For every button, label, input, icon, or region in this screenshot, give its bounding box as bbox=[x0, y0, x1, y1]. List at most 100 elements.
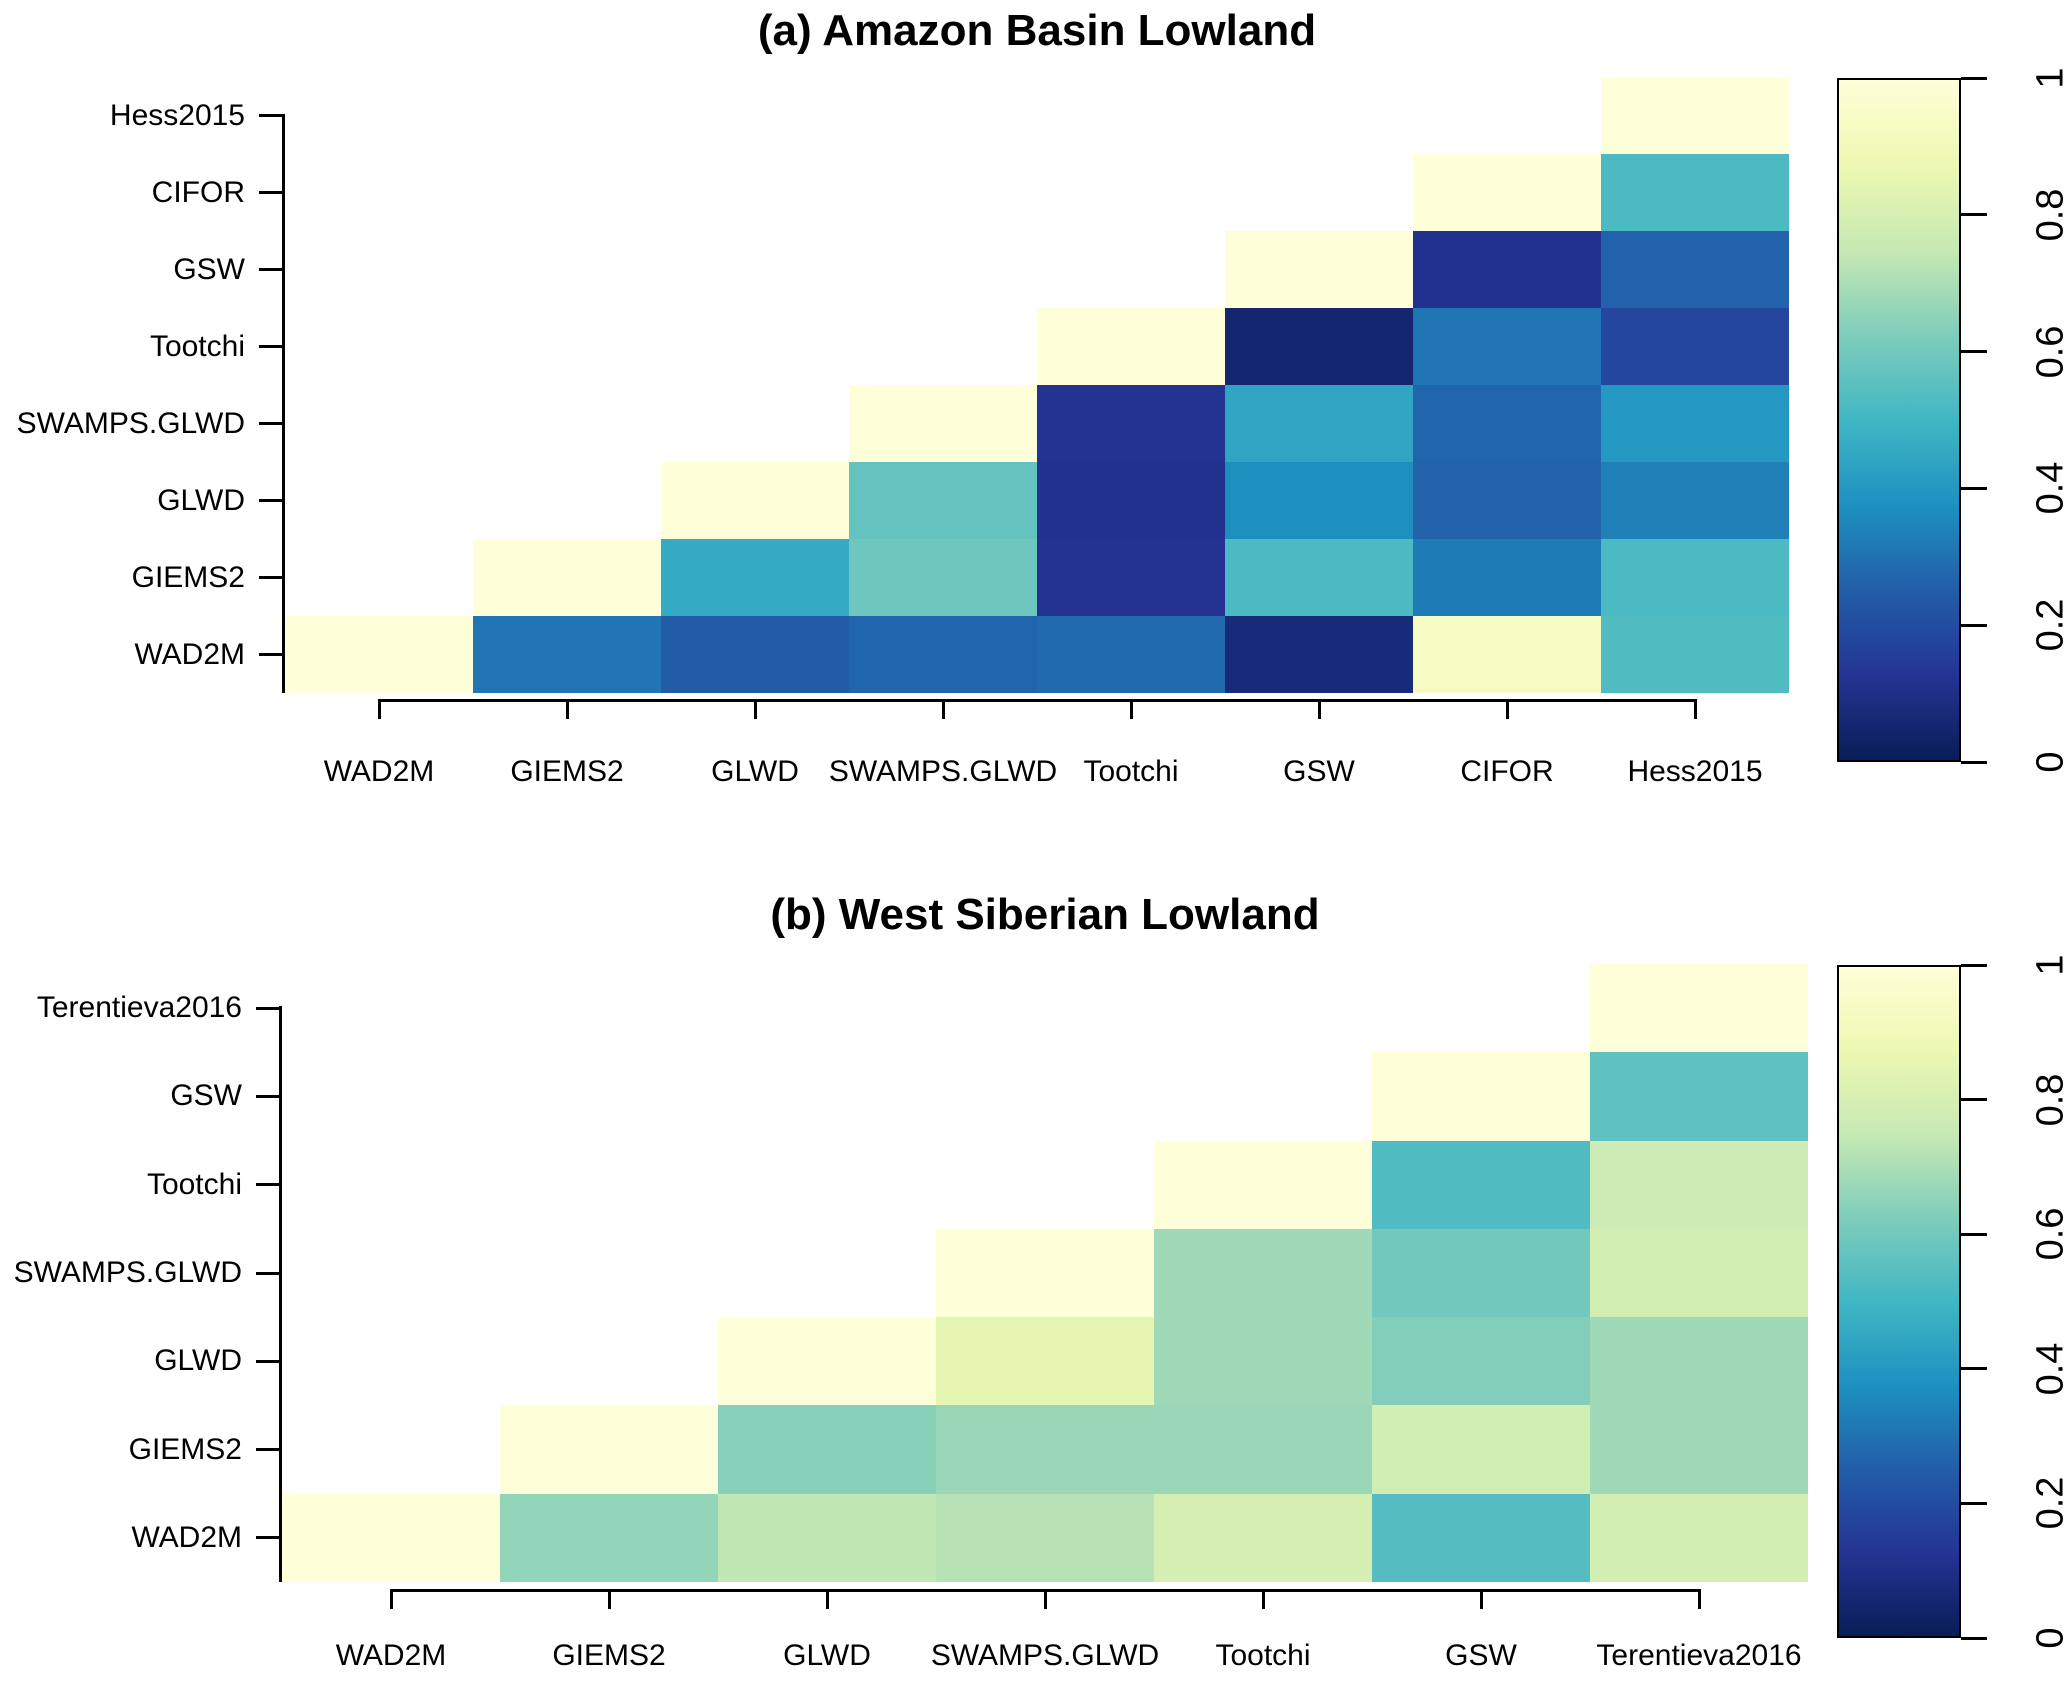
colorbar-tick-label-1: 1 bbox=[2030, 954, 2067, 975]
heatmap-cell-GSW-x-SWAMPS.GLWD bbox=[936, 1052, 1154, 1140]
y-axis-label-SWAMPS.GLWD: SWAMPS.GLWD bbox=[16, 406, 245, 440]
heatmap-cell-WAD2M-x-Tootchi bbox=[1037, 616, 1225, 693]
heatmap-cell-Tootchi-x-GLWD bbox=[718, 1141, 936, 1229]
x-tick-Tootchi bbox=[1129, 699, 1133, 719]
y-axis-label-CIFOR: CIFOR bbox=[151, 175, 245, 209]
y-tick-SWAMPS.GLWD bbox=[256, 1271, 282, 1275]
colorbar-tick-label-0.2: 0.2 bbox=[2029, 1476, 2067, 1530]
y-axis-label-GIEMS2: GIEMS2 bbox=[131, 560, 245, 594]
panel-b-title: (b) West Siberian Lowland bbox=[770, 890, 1320, 939]
heatmap-cell-GSW-x-Terentieva2016 bbox=[1590, 1052, 1808, 1141]
y-axis-label-WAD2M: WAD2M bbox=[134, 637, 245, 671]
heatmap-cell-WAD2M-x-Hess2015 bbox=[1601, 616, 1789, 693]
y-axis-line bbox=[282, 113, 285, 693]
y-tick-Terentieva2016 bbox=[256, 1006, 282, 1010]
x-tick-Hess2015 bbox=[1693, 699, 1697, 719]
x-tick-GSW bbox=[1479, 1589, 1483, 1609]
x-axis-label-GIEMS2: GIEMS2 bbox=[552, 1639, 666, 1672]
heatmap-cell-GIEMS2-x-GIEMS2 bbox=[473, 539, 661, 616]
x-axis-label-WAD2M: WAD2M bbox=[335, 1639, 447, 1672]
heatmap-cell-WAD2M-x-Tootchi bbox=[1154, 1493, 1372, 1583]
heatmap-cell-GLWD-x-SWAMPS.GLWD bbox=[936, 1317, 1154, 1406]
heatmap-cell-GSW-x-GSW bbox=[1225, 231, 1413, 308]
heatmap-cell-GIEMS2-x-SWAMPS.GLWD bbox=[849, 539, 1037, 616]
heatmap-cell-GSW-x-Hess2015 bbox=[1601, 231, 1789, 308]
x-axis-label-CIFOR: CIFOR bbox=[1460, 755, 1554, 788]
colorbar bbox=[1837, 78, 1961, 762]
heatmap-cell-WAD2M-x-WAD2M bbox=[285, 616, 473, 693]
x-tick-GIEMS2 bbox=[607, 1589, 611, 1609]
heatmap-cell-GLWD-x-GLWD bbox=[661, 462, 849, 539]
heatmap-cell-Hess2015-x-Hess2015 bbox=[1601, 77, 1789, 154]
y-tick-Tootchi bbox=[256, 1183, 282, 1187]
y-tick-WAD2M bbox=[256, 1536, 282, 1540]
heatmap-cell-GIEMS2-x-CIFOR bbox=[1413, 539, 1601, 616]
heatmap-cell-SWAMPS.GLWD-x-GIEMS2 bbox=[500, 1229, 718, 1317]
colorbar-tick-0.2 bbox=[1961, 623, 1987, 627]
y-tick-Hess2015 bbox=[259, 114, 285, 117]
colorbar-tick-0.8 bbox=[1961, 213, 1987, 217]
colorbar-tick-0.6 bbox=[1961, 1232, 1987, 1236]
heatmap-cell-Terentieva2016-x-Tootchi bbox=[1154, 964, 1372, 1052]
y-axis-label-WAD2M: WAD2M bbox=[131, 1520, 242, 1554]
heatmap-cell-WAD2M-x-GLWD bbox=[661, 616, 849, 693]
heatmap-cell-Terentieva2016-x-WAD2M bbox=[282, 964, 500, 1052]
x-axis-label-Tootchi: Tootchi bbox=[1215, 1639, 1311, 1672]
heatmap-cell-GLWD-x-WAD2M bbox=[282, 1317, 500, 1405]
heatmap-cell-GIEMS2-x-GLWD bbox=[661, 539, 849, 616]
x-tick-SWAMPS.GLWD bbox=[1043, 1589, 1047, 1609]
heatmap-cell-Tootchi-x-SWAMPS.GLWD bbox=[936, 1141, 1154, 1229]
x-tick-WAD2M bbox=[377, 699, 381, 719]
heatmap-cell-Tootchi-x-CIFOR bbox=[1413, 308, 1601, 385]
heatmap-cell-Tootchi-x-GSW bbox=[1372, 1140, 1590, 1229]
colorbar-tick-0 bbox=[1961, 1636, 1987, 1640]
colorbar-tick-0.4 bbox=[1961, 1367, 1987, 1371]
heatmap-cell-WAD2M-x-GIEMS2 bbox=[473, 616, 661, 693]
heatmap-cell-WAD2M-x-CIFOR bbox=[1413, 616, 1601, 693]
heatmap-cell-GSW-x-CIFOR bbox=[1413, 231, 1601, 308]
y-tick-GIEMS2 bbox=[259, 576, 285, 579]
y-axis-label-SWAMPS.GLWD: SWAMPS.GLWD bbox=[13, 1256, 242, 1290]
heatmap-cell-GSW-x-GLWD bbox=[718, 1052, 936, 1140]
heatmap-cell-SWAMPS.GLWD-x-GSW bbox=[1225, 385, 1413, 462]
y-tick-WAD2M bbox=[259, 653, 285, 656]
heatmap-cell-GLWD-x-GLWD bbox=[718, 1317, 936, 1406]
heatmap-cell-WAD2M-x-GIEMS2 bbox=[500, 1493, 718, 1583]
heatmap-cell-GIEMS2-x-GSW bbox=[1225, 539, 1413, 616]
x-tick-CIFOR bbox=[1505, 699, 1509, 719]
heatmap-cell-GSW-x-GIEMS2 bbox=[500, 1052, 718, 1140]
heatmap-cell-Tootchi-x-WAD2M bbox=[282, 1141, 500, 1229]
heatmap-cell-GIEMS2-x-Tootchi bbox=[1154, 1405, 1372, 1494]
heatmap-cell-SWAMPS.GLWD-x-GLWD bbox=[718, 1229, 936, 1317]
y-axis-label-GLWD: GLWD bbox=[154, 1344, 242, 1378]
heatmap-cell-GLWD-x-GIEMS2 bbox=[500, 1317, 718, 1405]
x-axis-label-Hess2015: Hess2015 bbox=[1627, 755, 1763, 788]
heatmap-cell-GLWD-x-Hess2015 bbox=[1601, 462, 1789, 539]
colorbar-tick-1 bbox=[1961, 76, 1987, 80]
x-tick-GSW bbox=[1317, 699, 1321, 719]
y-axis-label-Tootchi: Tootchi bbox=[146, 1167, 242, 1201]
x-axis-label-SWAMPS.GLWD: SWAMPS.GLWD bbox=[930, 1639, 1160, 1672]
x-axis-label-SWAMPS.GLWD: SWAMPS.GLWD bbox=[828, 755, 1058, 788]
heatmap-cell-GLWD-x-GSW bbox=[1225, 462, 1413, 539]
heatmap-cell-Terentieva2016-x-GIEMS2 bbox=[500, 964, 718, 1052]
heatmap-cell-SWAMPS.GLWD-x-SWAMPS.GLWD bbox=[849, 385, 1037, 462]
heatmap-cell-Tootchi-x-Hess2015 bbox=[1601, 308, 1789, 385]
y-axis-label-Terentieva2016: Terentieva2016 bbox=[36, 991, 242, 1025]
heatmap-cell-Terentieva2016-x-GSW bbox=[1372, 964, 1590, 1052]
heatmap-cell-GIEMS2-x-Hess2015 bbox=[1601, 539, 1789, 616]
heatmap-cell-SWAMPS.GLWD-x-Tootchi bbox=[1037, 385, 1225, 462]
y-axis-label-Tootchi: Tootchi bbox=[149, 329, 245, 363]
heatmap-cell-GLWD-x-Tootchi bbox=[1154, 1317, 1372, 1406]
heatmap-cell-SWAMPS.GLWD-x-WAD2M bbox=[282, 1229, 500, 1317]
panel-a-title: (a) Amazon Basin Lowland bbox=[757, 6, 1317, 55]
heatmap-cell-Tootchi-x-Tootchi bbox=[1037, 308, 1225, 385]
heatmap-cell-GIEMS2-x-Terentieva2016 bbox=[1590, 1405, 1808, 1494]
heatmap-cell-CIFOR-x-CIFOR bbox=[1413, 154, 1601, 231]
y-tick-GSW bbox=[256, 1094, 282, 1098]
x-axis-label-Terentieva2016: Terentieva2016 bbox=[1596, 1639, 1802, 1672]
heatmap-cell-WAD2M-x-GLWD bbox=[718, 1493, 936, 1583]
heatmap-cell-GSW-x-Tootchi bbox=[1154, 1052, 1372, 1140]
